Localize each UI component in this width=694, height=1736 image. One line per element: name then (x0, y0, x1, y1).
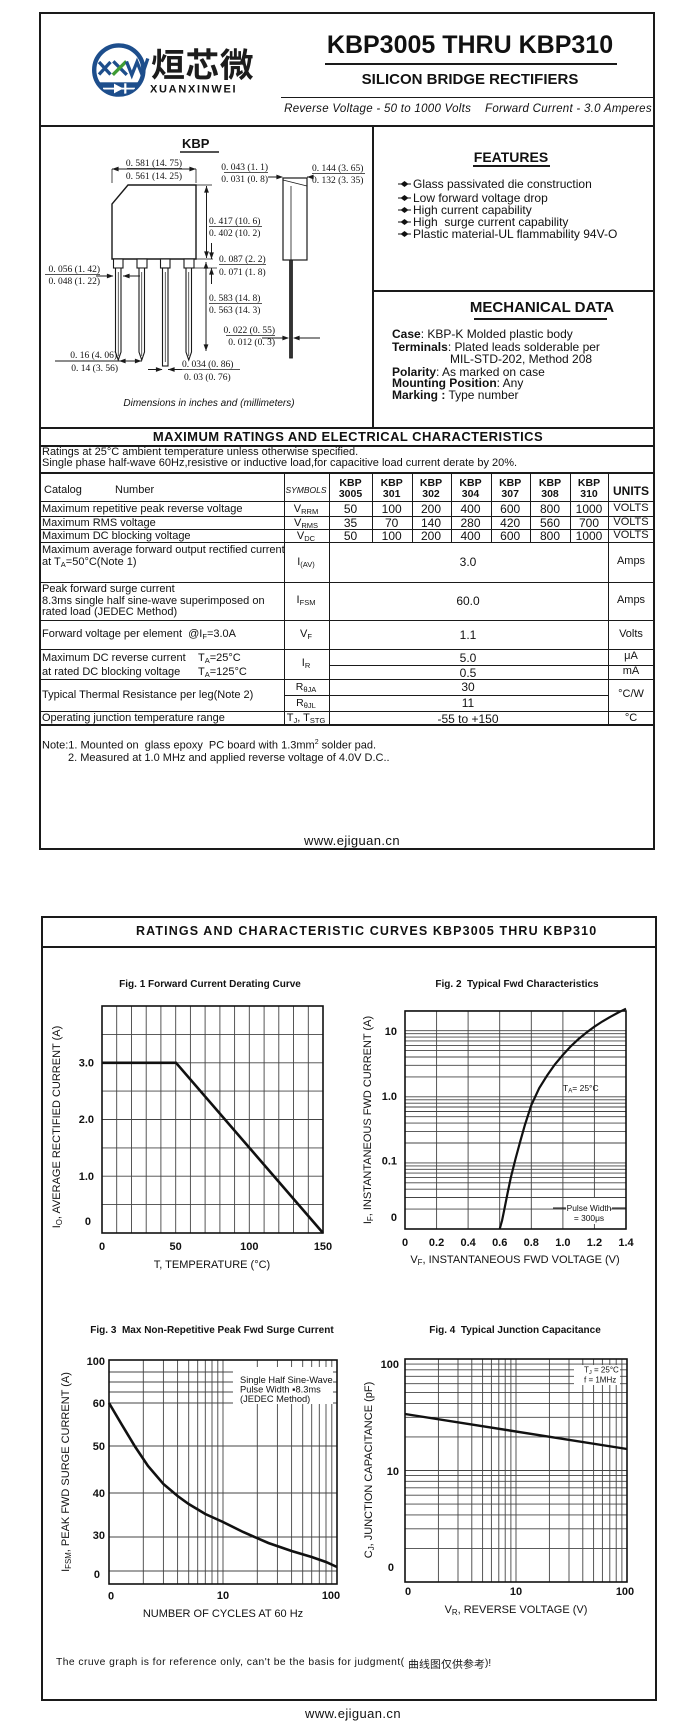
svg-text:0. 563 (14. 3): 0. 563 (14. 3) (209, 305, 260, 316)
svg-text:0. 581 (14. 75): 0. 581 (14. 75) (126, 158, 182, 169)
svg-text:1.0: 1.0 (79, 1171, 94, 1183)
svg-text:3.0: 3.0 (79, 1057, 94, 1069)
svg-text:1.0: 1.0 (382, 1091, 397, 1103)
svg-text:0.2: 0.2 (429, 1237, 444, 1249)
svg-text:f = 1MHz: f = 1MHz (584, 1376, 616, 1385)
svg-text:0. 561 (14. 25): 0. 561 (14. 25) (126, 171, 182, 182)
svg-text:Single Half Sine-Wave: Single Half Sine-Wave (240, 1375, 333, 1385)
svg-text:0. 071 (1. 8): 0. 071 (1. 8) (219, 267, 266, 278)
svg-text:10: 10 (385, 1026, 397, 1038)
svg-text:50: 50 (93, 1441, 105, 1453)
svg-text:Dimensions in inches and (mill: Dimensions in inches and (millimeters) (123, 398, 294, 409)
svg-text:0. 043 (1. 1): 0. 043 (1. 1) (221, 162, 268, 173)
svg-text:1.4: 1.4 (618, 1237, 634, 1249)
svg-text:0: 0 (99, 1241, 105, 1253)
svg-text:10: 10 (217, 1590, 229, 1602)
svg-text:0: 0 (391, 1212, 397, 1224)
svg-text:0: 0 (108, 1591, 114, 1603)
svg-text:0.6: 0.6 (492, 1237, 507, 1249)
svg-text:0. 087 (2. 2): 0. 087 (2. 2) (219, 254, 266, 265)
svg-text:100: 100 (240, 1241, 258, 1253)
svg-text:0: 0 (402, 1237, 408, 1249)
svg-text:10: 10 (387, 1466, 399, 1478)
svg-text:CJ​, JUNCTION CAPACITANCE (pF): CJ​, JUNCTION CAPACITANCE (pF) (363, 1382, 376, 1559)
svg-text:2.0: 2.0 (79, 1114, 94, 1126)
svg-text:0. 132 (3. 35): 0. 132 (3. 35) (312, 175, 363, 186)
svg-text:NUMBER OF CYCLES AT 60 Hz: NUMBER OF CYCLES AT 60 Hz (143, 1608, 303, 1620)
svg-text:0. 022 (0. 55): 0. 022 (0. 55) (224, 325, 275, 336)
svg-text:IFSM​, PEAK FWD SURGE CURRENT: IFSM​, PEAK FWD SURGE CURRENT (A) (60, 1372, 73, 1572)
svg-text:0. 16 (4. 06): 0. 16 (4. 06) (70, 350, 117, 361)
svg-text:0.8: 0.8 (524, 1237, 539, 1249)
svg-text:100: 100 (616, 1586, 634, 1598)
svg-text:0. 034 (0. 86): 0. 034 (0. 86) (182, 359, 233, 370)
svg-text:100: 100 (322, 1590, 340, 1602)
svg-text:0: 0 (85, 1216, 91, 1228)
svg-text:40: 40 (93, 1488, 105, 1500)
svg-text:0. 417 (10. 6): 0. 417 (10. 6) (209, 216, 260, 227)
svg-text:KBP: KBP (182, 136, 210, 151)
svg-text:Pulse Width: Pulse Width (567, 1203, 612, 1213)
svg-text:)!: )! (485, 1658, 491, 1669)
svg-text:10: 10 (510, 1586, 522, 1598)
svg-text:0. 048 (1. 22): 0. 048 (1. 22) (49, 276, 100, 287)
svg-text:0. 583 (14. 8): 0. 583 (14. 8) (209, 293, 260, 304)
svg-text:Pulse Width ▪8.3ms: Pulse Width ▪8.3ms (240, 1385, 321, 1395)
svg-text:(JEDEC Method): (JEDEC Method) (240, 1394, 310, 1404)
svg-text:0. 402 (10. 2): 0. 402 (10. 2) (209, 228, 260, 239)
svg-text:0: 0 (405, 1586, 411, 1598)
svg-text:1.0: 1.0 (555, 1237, 570, 1249)
svg-text:0. 031 (0. 8): 0. 031 (0. 8) (221, 174, 268, 185)
svg-text:T, TEMPERATURE (°C): T, TEMPERATURE (°C) (154, 1259, 270, 1271)
svg-text:150: 150 (314, 1241, 332, 1253)
svg-text:0. 03 (0. 76): 0. 03 (0. 76) (184, 372, 231, 383)
svg-text:0: 0 (94, 1569, 100, 1581)
svg-text:0.4: 0.4 (460, 1237, 476, 1249)
svg-text:VF​, INSTANTANEOUS FWD VOLTAGE: VF​, INSTANTANEOUS FWD VOLTAGE (V) (410, 1254, 619, 1267)
svg-text:0.1: 0.1 (382, 1156, 397, 1168)
svg-text:0. 14 (3. 56): 0. 14 (3. 56) (71, 363, 118, 374)
svg-text:0. 012 (0. 3): 0. 012 (0. 3) (228, 337, 275, 348)
svg-text:XUANXINWEI: XUANXINWEI (150, 84, 237, 96)
svg-text:TA​= 25°C: TA​= 25°C (563, 1083, 599, 1095)
svg-text:0. 056 (1. 42): 0. 056 (1. 42) (49, 264, 100, 275)
svg-text:60: 60 (93, 1398, 105, 1410)
svg-text:100: 100 (381, 1359, 399, 1371)
svg-text:1.2: 1.2 (587, 1237, 602, 1249)
svg-text:30: 30 (93, 1530, 105, 1542)
svg-text:IO​, AVERAGE RECTIFIED CURRENT: IO​, AVERAGE RECTIFIED CURRENT (A) (51, 1026, 64, 1229)
svg-text:0. 144 (3. 65): 0. 144 (3. 65) (312, 163, 363, 174)
svg-text:50: 50 (170, 1241, 182, 1253)
svg-text:VR​, REVERSE VOLTAGE (V): VR​, REVERSE VOLTAGE (V) (445, 1604, 588, 1617)
svg-text:100: 100 (87, 1356, 105, 1368)
svg-text:IF​, INSTANTANEOUS FWD CURRENT: IF​, INSTANTANEOUS FWD CURRENT (A) (362, 1016, 375, 1224)
svg-text:= 300μs: = 300μs (574, 1213, 604, 1223)
svg-text:TJ​ = 25°C: TJ​ = 25°C (584, 1366, 619, 1377)
svg-text:0: 0 (388, 1562, 394, 1574)
